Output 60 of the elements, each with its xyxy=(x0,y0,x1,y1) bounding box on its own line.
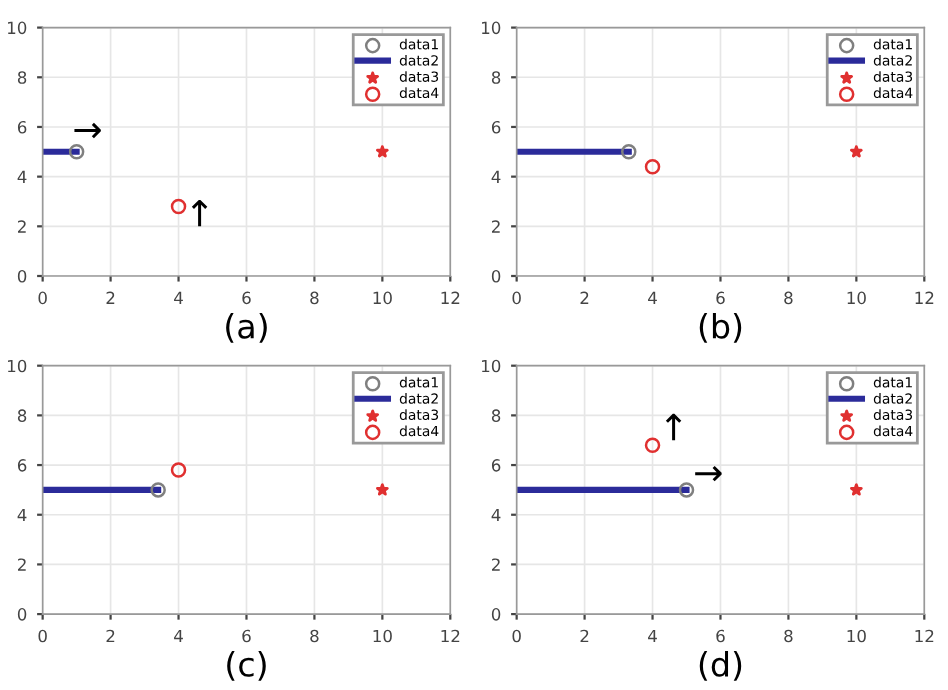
y-tick-label: 2 xyxy=(492,220,500,233)
x-tick-label: 12 xyxy=(441,291,460,304)
x-axis-title: (b) xyxy=(699,312,742,343)
y-tick-label: 2 xyxy=(18,558,26,571)
x-tick-label: 4 xyxy=(648,629,657,643)
y-tick-label: 8 xyxy=(17,409,27,422)
x-tick-label: 4 xyxy=(648,291,657,304)
x-tick-label: 0 xyxy=(38,291,47,305)
x-tick-label: 2 xyxy=(106,629,115,643)
y-tick-label: 6 xyxy=(17,459,27,472)
x-tick-label: 12 xyxy=(915,629,934,643)
x-tick-label: 10 xyxy=(373,629,392,643)
x-tick-label: 8 xyxy=(310,629,319,643)
y-tick-label: 6 xyxy=(491,120,501,134)
x-axis-title: (d) xyxy=(699,651,742,681)
x-tick-label: 4 xyxy=(174,291,183,304)
x-tick-label: 6 xyxy=(242,629,251,643)
annotation: → xyxy=(695,465,722,482)
y-tick-label: 2 xyxy=(492,558,500,571)
y-tick-label: 4 xyxy=(17,508,27,522)
annotation: → xyxy=(74,122,101,139)
x-tick-label: 10 xyxy=(847,629,866,643)
y-tick-label: 8 xyxy=(17,71,27,84)
x-tick-label: 10 xyxy=(847,291,866,305)
y-tick-label: 10 xyxy=(482,359,501,373)
annotation: ↑ xyxy=(665,413,682,441)
x-tick-label: 4 xyxy=(174,629,183,643)
x-tick-label: 0 xyxy=(38,629,47,643)
y-tick-label: 0 xyxy=(491,269,501,283)
y-tick-label: 4 xyxy=(491,508,501,522)
y-tick-label: 6 xyxy=(17,120,27,134)
y-tick-label: 0 xyxy=(17,269,27,283)
x-tick-label: 6 xyxy=(716,291,725,305)
y-tick-label: 10 xyxy=(482,21,501,35)
x-tick-label: 12 xyxy=(915,291,934,304)
y-tick-label: 10 xyxy=(8,359,27,373)
x-tick-label: 8 xyxy=(784,291,793,305)
x-tick-label: 12 xyxy=(441,629,460,643)
y-tick-label: 4 xyxy=(491,170,501,183)
y-tick-label: 8 xyxy=(491,409,501,422)
y-tick-label: 0 xyxy=(491,608,501,621)
y-tick-label: 8 xyxy=(491,71,501,84)
x-tick-label: 2 xyxy=(106,291,115,304)
y-tick-label: 4 xyxy=(17,170,27,183)
x-tick-label: 2 xyxy=(580,291,589,304)
x-tick-label: 6 xyxy=(242,291,251,305)
annotation: ↑ xyxy=(191,199,208,227)
y-tick-label: 6 xyxy=(491,459,501,472)
x-tick-label: 2 xyxy=(580,629,589,643)
x-tick-label: 8 xyxy=(310,291,319,305)
y-tick-label: 10 xyxy=(8,21,27,35)
x-axis-title: (a) xyxy=(226,313,267,343)
x-tick-label: 10 xyxy=(373,291,392,305)
x-tick-label: 8 xyxy=(784,629,793,643)
x-tick-label: 0 xyxy=(512,291,521,305)
x-tick-label: 6 xyxy=(716,629,725,643)
y-tick-label: 2 xyxy=(18,220,26,233)
x-tick-label: 0 xyxy=(512,629,521,643)
y-tick-label: 0 xyxy=(17,608,27,621)
x-axis-title: (c) xyxy=(227,651,266,681)
